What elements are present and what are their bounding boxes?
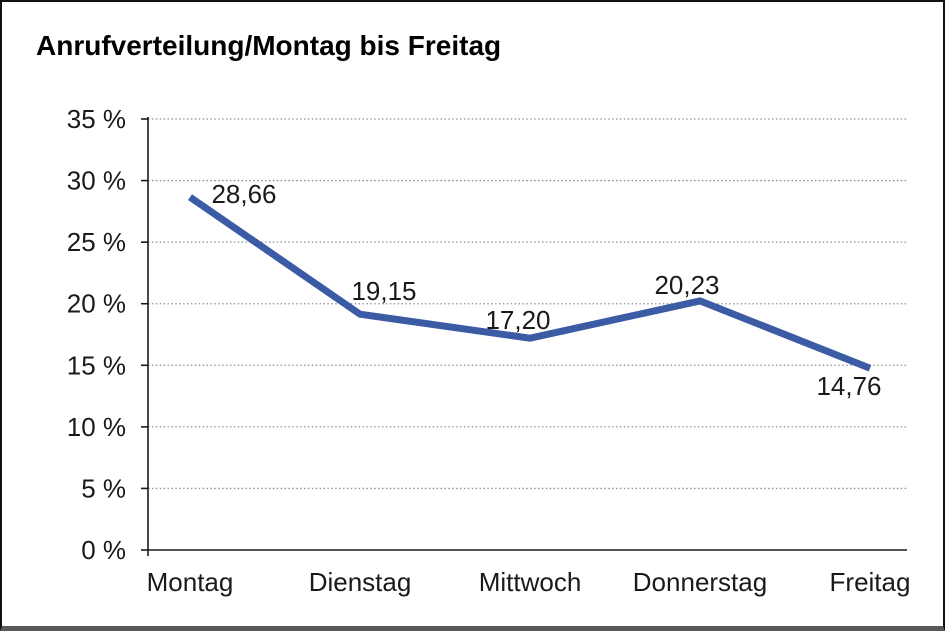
- x-category-label: Mittwoch: [479, 567, 582, 597]
- x-category-label: Montag: [147, 567, 234, 597]
- data-line: [188, 194, 872, 372]
- y-tick-label: 0 %: [81, 535, 126, 565]
- data-point-label: 20,23: [654, 270, 719, 300]
- y-tick-label: 10 %: [67, 412, 126, 442]
- y-tick-label: 35 %: [67, 104, 126, 134]
- y-tick-label: 5 %: [81, 473, 126, 503]
- x-category-label: Donnerstag: [633, 567, 767, 597]
- data-point-label: 28,66: [211, 179, 276, 209]
- x-category-label: Freitag: [830, 567, 911, 597]
- y-tick-label: 30 %: [67, 166, 126, 196]
- y-tick-label: 25 %: [67, 227, 126, 257]
- y-tick-label: 15 %: [67, 350, 126, 380]
- x-category-label: Dienstag: [309, 567, 412, 597]
- data-point-label: 19,15: [351, 276, 416, 306]
- data-point-label: 14,76: [816, 371, 881, 401]
- y-tick-label: 20 %: [67, 289, 126, 319]
- data-point-label: 17,20: [485, 305, 550, 335]
- chart-title: Anrufverteilung/Montag bis Freitag: [36, 30, 502, 61]
